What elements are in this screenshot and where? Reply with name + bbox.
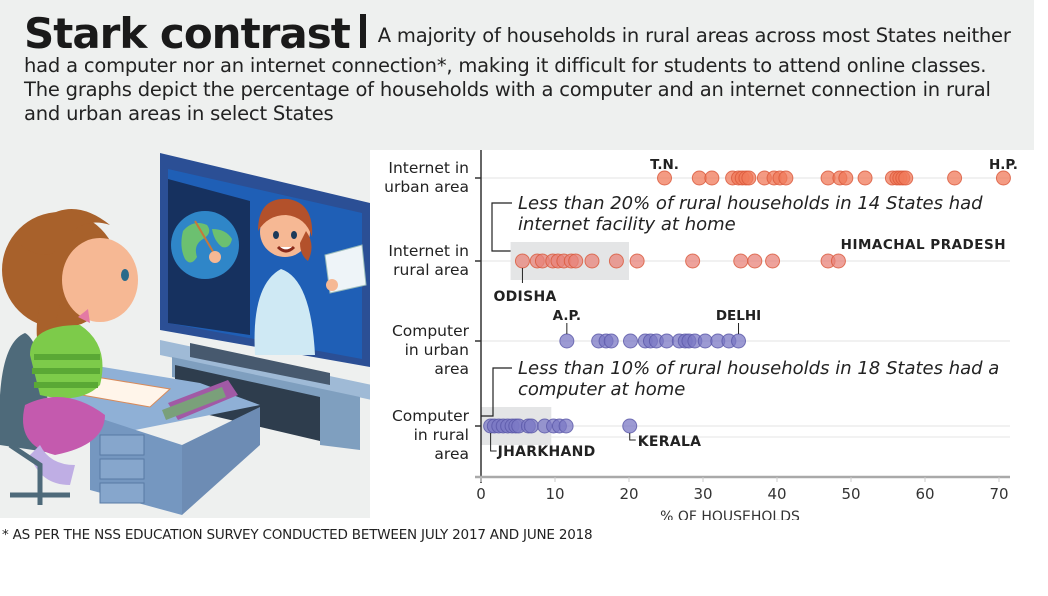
x-tick-label-60: 60 bbox=[915, 485, 934, 503]
x-tick-label-40: 40 bbox=[767, 485, 786, 503]
category-label-2: Computer bbox=[392, 322, 470, 340]
standfirst: A majority of households in rural areas … bbox=[24, 24, 1011, 125]
data-point-0-7 bbox=[741, 170, 757, 186]
data-point-0-1 bbox=[691, 170, 707, 186]
data-point-2-4 bbox=[622, 333, 638, 349]
category-label-1: rural area bbox=[393, 261, 469, 279]
data-point-0-15 bbox=[857, 170, 873, 186]
x-tick-label-10: 10 bbox=[545, 485, 564, 503]
student-girl-icon bbox=[0, 209, 138, 505]
category-label-2: area bbox=[434, 360, 469, 378]
data-point-0-21 bbox=[947, 170, 963, 186]
strip-chart: 0 10 20 30 40 50 60 70 % OF HOUSEHOLDS Internet i… bbox=[384, 150, 1018, 525]
title-divider bbox=[359, 14, 366, 48]
illustration bbox=[0, 145, 372, 520]
data-point-0-20 bbox=[898, 170, 914, 186]
data-point-3-13 bbox=[558, 418, 574, 434]
state-label-2-1: DELHI bbox=[716, 308, 761, 324]
category-label-3: area bbox=[434, 445, 469, 463]
data-point-1-10 bbox=[629, 253, 645, 269]
category-label-3: in rural bbox=[414, 426, 469, 444]
annotation-text-0: Less than 20% of rural households in 14 … bbox=[518, 193, 983, 214]
data-point-3-14 bbox=[622, 418, 638, 434]
data-point-3-9 bbox=[523, 418, 539, 434]
state-label-1-1: HIMACHAL PRADESH bbox=[841, 237, 1006, 253]
data-point-0-22 bbox=[995, 170, 1011, 186]
annotation-text-0: internet facility at home bbox=[518, 214, 736, 235]
x-axis-title: % OF HOUSEHOLDS bbox=[660, 509, 800, 520]
x-tick-label-50: 50 bbox=[841, 485, 860, 503]
x-tick-label-0: 0 bbox=[476, 485, 486, 503]
state-label-1-0: ODISHA bbox=[493, 289, 556, 305]
data-point-0-2 bbox=[704, 170, 720, 186]
chart-area: 0 10 20 30 40 50 60 70 % OF HOUSEHOLDS Internet i… bbox=[370, 150, 1034, 525]
data-point-1-14 bbox=[765, 253, 781, 269]
state-label-0-1: H.P. bbox=[989, 157, 1018, 173]
data-point-0-14 bbox=[838, 170, 854, 186]
page-title: Stark contrast bbox=[24, 9, 351, 58]
tv-icon bbox=[160, 153, 370, 367]
data-point-1-9 bbox=[608, 253, 624, 269]
annotation-bracket-0 bbox=[491, 202, 512, 252]
data-point-1-8 bbox=[584, 253, 600, 269]
label-leader-3-0 bbox=[490, 433, 497, 452]
data-point-2-0 bbox=[559, 333, 575, 349]
data-point-2-16 bbox=[731, 333, 747, 349]
category-label-3: Computer bbox=[392, 407, 470, 425]
headline: Stark contrast A majority of households i… bbox=[24, 13, 1024, 126]
data-point-1-11 bbox=[685, 253, 701, 269]
annotation-text-1: computer at home bbox=[518, 379, 685, 400]
data-point-1-0 bbox=[514, 253, 530, 269]
x-tick-label-70: 70 bbox=[989, 485, 1008, 503]
x-tick-label-30: 30 bbox=[693, 485, 712, 503]
state-label-3-0: JHARKHAND bbox=[497, 444, 596, 460]
category-label-0: urban area bbox=[384, 178, 469, 196]
category-label-2: in urban bbox=[405, 341, 469, 359]
category-label-0: Internet in bbox=[388, 159, 469, 177]
x-tick-label-20: 20 bbox=[619, 485, 638, 503]
data-point-1-16 bbox=[830, 253, 846, 269]
data-point-2-8 bbox=[659, 333, 675, 349]
state-label-2-0: A.P. bbox=[553, 308, 581, 324]
online-class-illustration bbox=[0, 153, 372, 515]
data-point-2-3 bbox=[603, 333, 619, 349]
data-point-0-11 bbox=[778, 170, 794, 186]
data-point-1-12 bbox=[733, 253, 749, 269]
annotation-bracket-1 bbox=[481, 367, 512, 417]
label-leader-3-1 bbox=[629, 433, 636, 441]
state-label-3-1: KERALA bbox=[638, 434, 702, 450]
data-point-2-13 bbox=[697, 333, 713, 349]
category-label-1: Internet in bbox=[388, 242, 469, 260]
footnote: * AS PER THE NSS EDUCATION SURVEY CONDUC… bbox=[2, 527, 593, 543]
desk-icon bbox=[55, 360, 260, 515]
annotation-text-1: Less than 10% of rural households in 18 … bbox=[518, 358, 999, 379]
state-label-0-0: T.N. bbox=[650, 157, 679, 173]
data-point-1-7 bbox=[568, 253, 584, 269]
data-point-1-13 bbox=[747, 253, 763, 269]
data-point-0-0 bbox=[657, 170, 673, 186]
